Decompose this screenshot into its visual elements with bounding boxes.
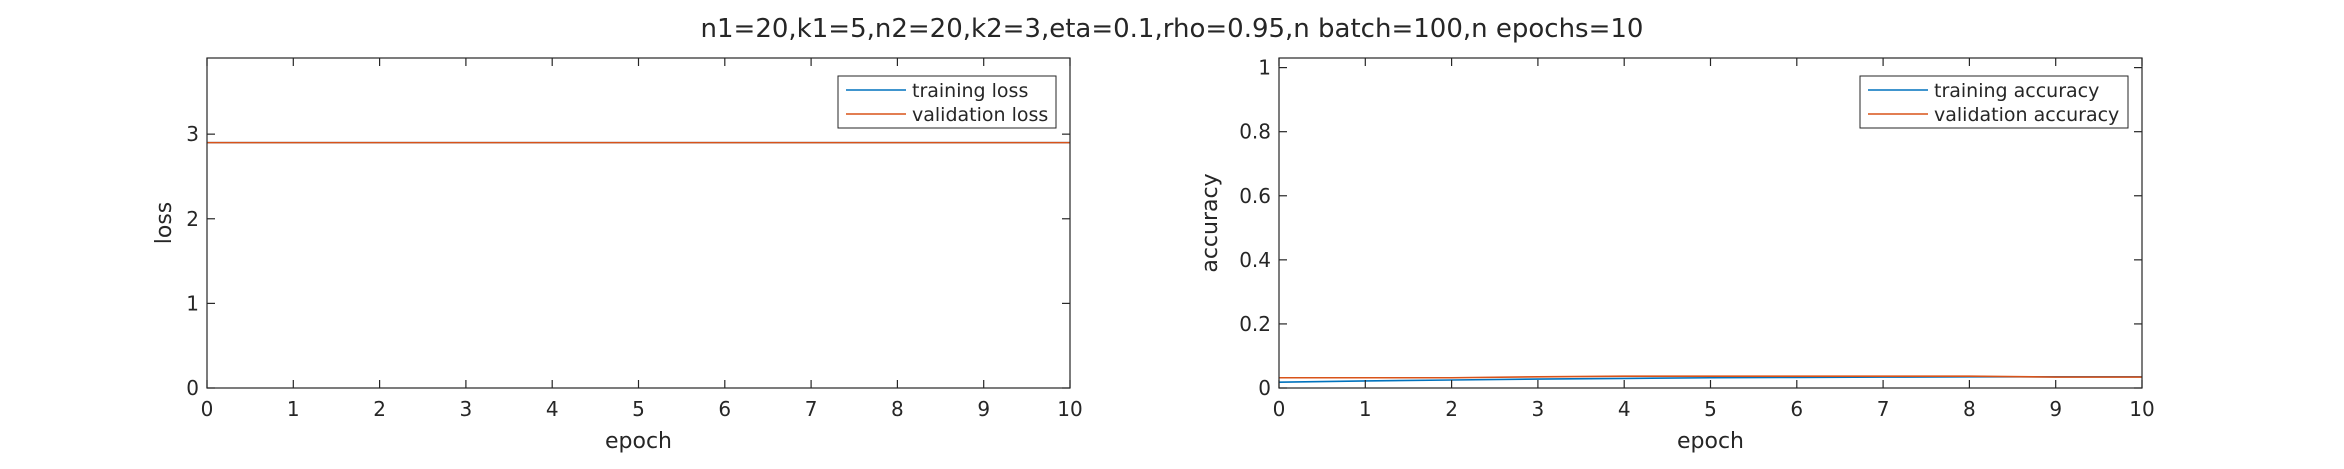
x-tick-label: 4 (546, 397, 559, 421)
chart-2: 0 1 2 3 4 5 6 7 8 9 10 0 0.2 0.4 0.6 0.8 1 epoch accuracy t… (1198, 56, 2155, 454)
y-tick-label: 0.4 (1239, 248, 1271, 272)
y-tick-label: 3 (186, 122, 199, 146)
x-tick-label: 2 (1445, 397, 1458, 421)
legend-entry: training accuracy (1934, 80, 2099, 102)
x-tick-label: 8 (1963, 397, 1976, 421)
x-tick-label: 3 (460, 397, 473, 421)
x-tick-label: 7 (805, 397, 818, 421)
legend-entry: validation accuracy (1934, 104, 2119, 126)
y-tick-label: 0 (1258, 376, 1271, 400)
legend-box (837, 75, 1057, 129)
y-tick-label: 0.8 (1239, 120, 1271, 144)
y-tick-label: 1 (1258, 56, 1271, 80)
figure-title: n1=20,k1=5,n2=20,k2=3,eta=0.1,rho=0.95,n… (700, 14, 1644, 44)
x-tick-label: 9 (2049, 397, 2062, 421)
y-tick-label: 0.2 (1239, 312, 1271, 336)
legend-entry: training loss (912, 80, 1028, 102)
x-tick-label: 10 (1057, 397, 1082, 421)
y-axis-label: loss (152, 202, 177, 245)
y-tick-label: 0 (186, 376, 199, 400)
x-tick-label: 7 (1877, 397, 1890, 421)
y-tick-label: 0.6 (1239, 184, 1271, 208)
x-tick-label: 0 (201, 397, 214, 421)
x-tick-label: 9 (977, 397, 990, 421)
y-tick-label: 1 (186, 291, 199, 315)
x-tick-label: 2 (373, 397, 386, 421)
x-axis-label: epoch (1677, 429, 1744, 454)
y-tick-label: 2 (186, 207, 199, 231)
x-tick-label: 1 (1359, 397, 1372, 421)
x-tick-label: 6 (718, 397, 731, 421)
x-tick-label: 1 (287, 397, 300, 421)
legend-box (1859, 75, 2129, 129)
chart-1: 0 1 2 3 4 5 6 7 8 9 10 0 1 2 3 epoch loss training lossva… (152, 57, 1083, 454)
x-tick-label: 3 (1532, 397, 1545, 421)
x-tick-label: 10 (2129, 397, 2154, 421)
y-axis-label: accuracy (1198, 173, 1223, 272)
x-tick-label: 4 (1618, 397, 1631, 421)
legend-entry: validation loss (912, 104, 1048, 126)
x-tick-label: 8 (891, 397, 904, 421)
x-tick-label: 5 (632, 397, 645, 421)
x-tick-label: 5 (1704, 397, 1717, 421)
x-tick-label: 0 (1273, 397, 1286, 421)
x-axis-label: epoch (605, 429, 672, 454)
series-line-validation-accuracy (1279, 375, 2142, 379)
x-tick-label: 6 (1790, 397, 1803, 421)
